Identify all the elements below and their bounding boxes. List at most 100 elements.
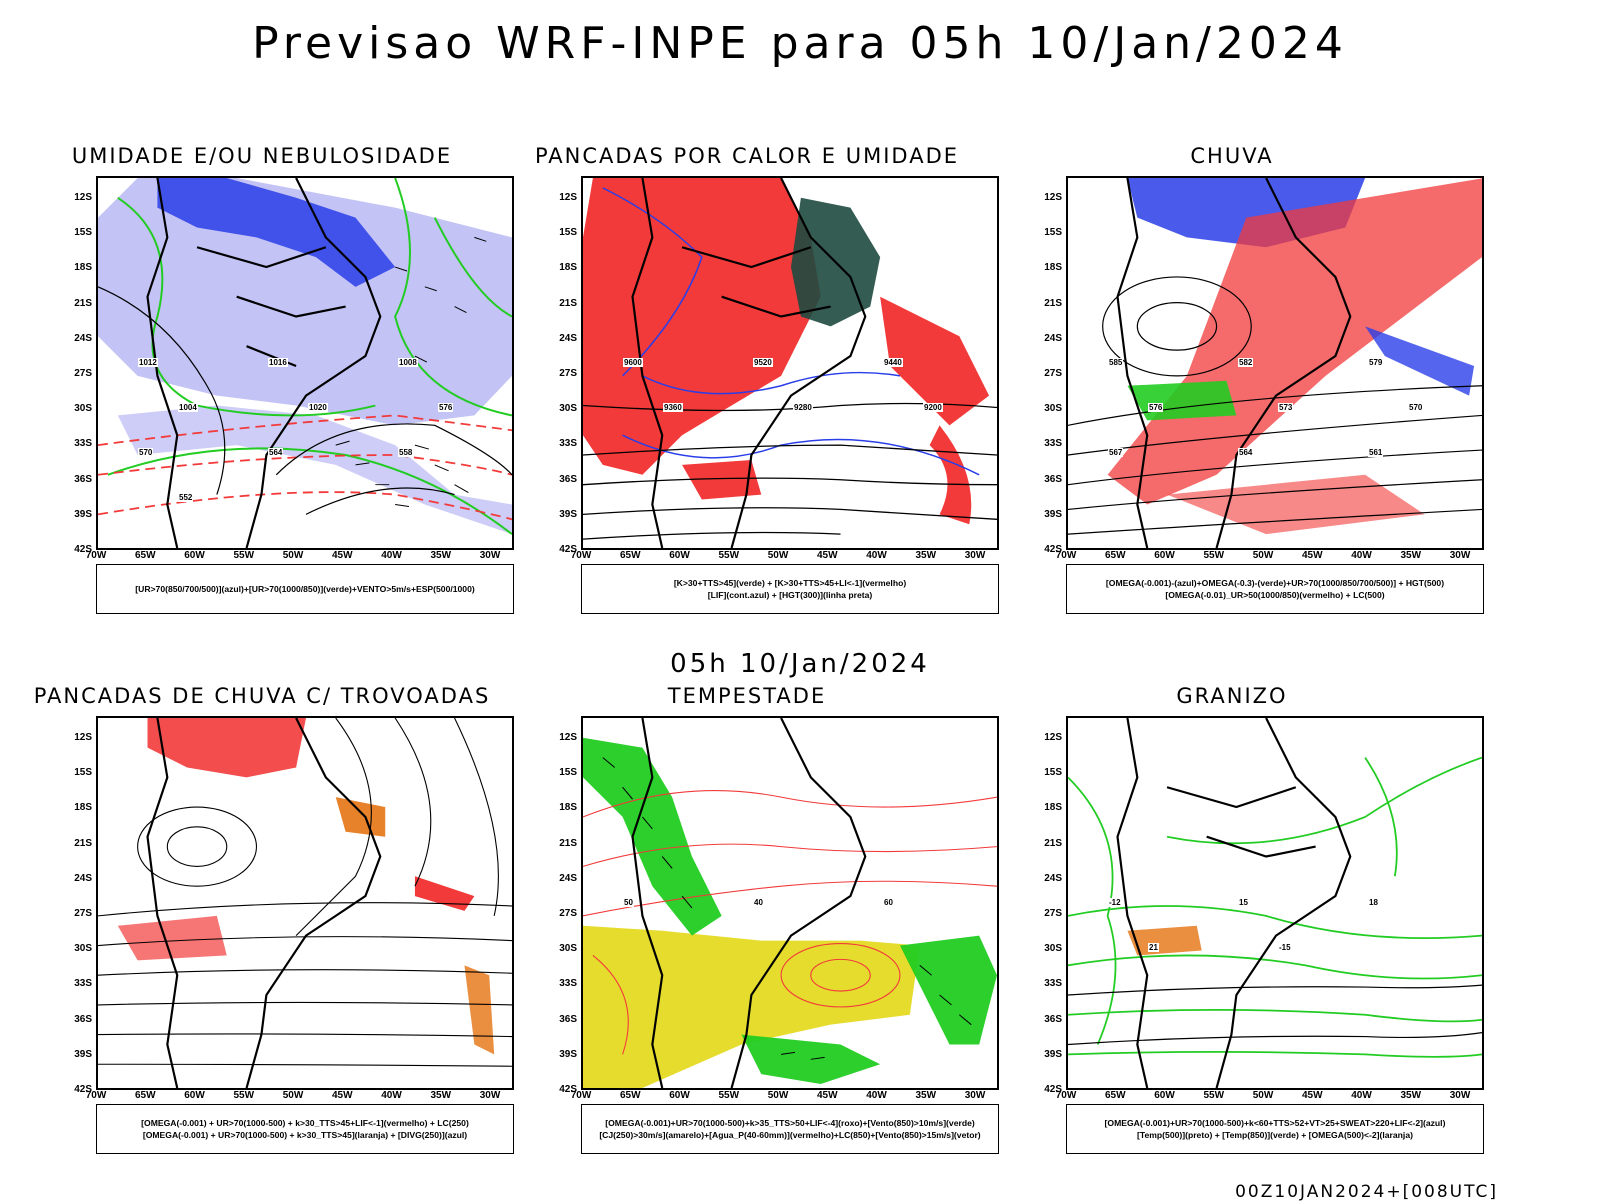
forecast-map: -12 15 18 21 -15 xyxy=(1066,716,1484,1090)
lon-tick-label: 40W xyxy=(1351,1090,1372,1101)
lon-tick-label: 30W xyxy=(964,550,986,561)
coastline-borders xyxy=(1116,178,1352,548)
lat-tick-label: 15S xyxy=(559,227,577,239)
convection-red-area xyxy=(583,178,821,475)
lat-tick-label: 27S xyxy=(559,368,577,379)
thickness-dashed xyxy=(98,414,512,521)
lat-tick-label: 12S xyxy=(559,192,577,203)
lat-tick-label: 24S xyxy=(74,872,92,884)
legend-box: [K>30+TTS>45](verde) + [K>30+TTS>45+LI<-… xyxy=(581,564,999,614)
lon-tick-label: 45W xyxy=(1301,1090,1323,1101)
lat-tick-label: 42S xyxy=(1044,1084,1062,1095)
lat-tick-label: 18S xyxy=(1044,802,1062,814)
map-svg xyxy=(583,718,997,1088)
contour-label: 40 xyxy=(753,898,764,907)
lat-tick-label: 12S xyxy=(74,732,92,743)
lon-tick-label: 60W xyxy=(1154,1090,1175,1101)
lat-tick-label: 12S xyxy=(74,192,92,203)
lon-tick-label: 65W xyxy=(619,550,641,561)
lat-tick-label: 21S xyxy=(74,837,92,849)
lon-tick-label: 60W xyxy=(669,550,690,561)
lat-tick-label: 18S xyxy=(1044,262,1062,274)
lon-tick-label: 45W xyxy=(331,1090,353,1101)
wind-vectors xyxy=(602,757,972,1060)
lat-tick-label: 27S xyxy=(1044,908,1062,919)
panel-title: UMIDADE E/OU NEBULOSIDADE xyxy=(71,144,453,168)
contour-label: 570 xyxy=(138,448,154,457)
contour-label: 576 xyxy=(1148,403,1164,412)
lon-tick-label: 45W xyxy=(816,1090,838,1101)
lat-tick-label: 30S xyxy=(1044,943,1062,955)
lon-tick-label: 35W xyxy=(430,1090,452,1101)
lat-tick-label: 39S xyxy=(1044,508,1062,520)
lon-tick-label: 40W xyxy=(866,550,887,561)
lat-tick-label: 42S xyxy=(559,544,577,555)
contour-label: 1016 xyxy=(268,358,288,367)
lat-tick-label: 27S xyxy=(74,908,92,919)
lat-tick-label: 12S xyxy=(559,732,577,743)
lon-tick-label: 60W xyxy=(184,1090,205,1101)
lat-tick-label: 15S xyxy=(1044,767,1062,779)
lat-tick-label: 33S xyxy=(559,978,577,990)
lat-tick-label: 21S xyxy=(1044,837,1062,849)
contour-label: 561 xyxy=(1368,448,1384,457)
lon-tick-label: 50W xyxy=(282,1090,304,1101)
moisture-core-blue xyxy=(157,178,396,287)
wind-green-south xyxy=(741,1034,881,1085)
lon-tick-label: 70W xyxy=(570,550,592,561)
contour-label: 18 xyxy=(1368,898,1379,907)
lon-tick-label: 50W xyxy=(1252,1090,1274,1101)
omega-green-patch xyxy=(1127,380,1237,421)
map-svg xyxy=(98,178,512,548)
coastline-borders xyxy=(1116,718,1352,1088)
wind-vectors xyxy=(335,236,487,507)
contour-label: 60 xyxy=(883,898,894,907)
contour-label: 564 xyxy=(268,448,284,457)
mid-date-label: 05h 10/Jan/2024 xyxy=(670,649,930,679)
lat-tick-label: 18S xyxy=(74,802,92,814)
contour-label: 9200 xyxy=(923,403,943,412)
lat-tick-label: 18S xyxy=(559,802,577,814)
lon-tick-label: 30W xyxy=(479,550,501,561)
contour-label: 582 xyxy=(1238,358,1254,367)
lat-tick-label: 30S xyxy=(559,403,577,415)
wind-green-north xyxy=(583,737,722,936)
lat-tick-label: 21S xyxy=(559,297,577,309)
lat-tick-label: 12S xyxy=(1044,192,1062,203)
contour-label: 9280 xyxy=(793,403,813,412)
lon-tick-label: 45W xyxy=(816,550,838,561)
contour-label: 579 xyxy=(1368,358,1384,367)
contour-label: 552 xyxy=(178,493,194,502)
lon-tick-label: 35W xyxy=(1400,550,1422,561)
lon-tick-label: 70W xyxy=(1055,1090,1077,1101)
legend-line: [Temp(500)](preto) + [Temp(850)](verde) … xyxy=(1137,1130,1413,1140)
lat-tick-label: 39S xyxy=(1044,1048,1062,1060)
contour-label: 567 xyxy=(1108,448,1124,457)
lon-tick-label: 45W xyxy=(1301,550,1323,561)
panel-title: TEMPESTADE xyxy=(667,684,827,708)
contour-label: 576 xyxy=(438,403,454,412)
legend-line: [OMEGA(-0.001)-(azul)+OMEGA(-0.3)-(verde… xyxy=(1105,578,1445,588)
panel-title: PANCADAS POR CALOR E UMIDADE xyxy=(534,144,960,168)
panel-chuva: CHUVA 12S 15S 18S 21S 24S 27S 30S 33S 36S 39S 42S … xyxy=(1002,144,1484,630)
panel-tempestade: TEMPESTADE 12S 15S 18S 21S 24S 27S 30S 33S 36S 39… xyxy=(517,684,999,1170)
lat-tick-label: 21S xyxy=(559,837,577,849)
lat-tick-label: 27S xyxy=(1044,368,1062,379)
legend-box: [OMEGA(-0.001) + UR>70(1000-500) + k>30_… xyxy=(96,1104,514,1154)
forecast-map: 50 40 60 xyxy=(581,716,999,1090)
lat-tick-label: 30S xyxy=(74,943,92,955)
map-svg xyxy=(583,178,997,548)
lon-tick-label: 60W xyxy=(1154,550,1175,561)
lon-tick-label: 55W xyxy=(1203,1090,1225,1101)
lon-tick-label: 70W xyxy=(85,550,107,561)
lon-tick-label: 30W xyxy=(479,1090,501,1101)
temp500-contours xyxy=(1068,984,1482,1046)
lat-tick-label: 15S xyxy=(74,227,92,239)
lon-tick-label: 50W xyxy=(767,1090,789,1101)
lif-contours-blue xyxy=(602,187,980,476)
lon-tick-label: 70W xyxy=(1055,550,1077,561)
storm-red-west xyxy=(117,915,227,961)
legend-line: [LIF](cont.azul) + [HGT(300)](linha pret… xyxy=(707,590,873,600)
rain-red-diagonal xyxy=(1107,178,1482,505)
panel-trovoadas: PANCADAS DE CHUVA C/ TROVOADAS 12S 15S 18S… xyxy=(32,684,514,1170)
